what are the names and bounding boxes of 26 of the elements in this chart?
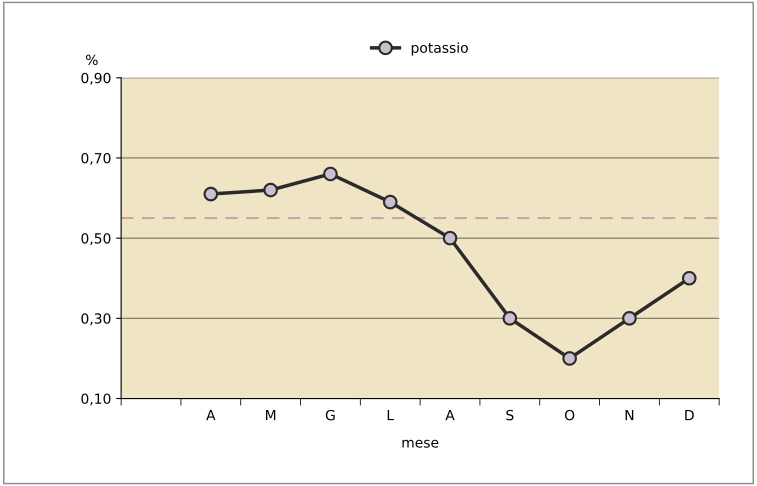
y-tick-label: 0,10 (81, 393, 110, 406)
point (442, 230, 458, 246)
point (323, 166, 338, 182)
x-tick-label: A (445, 410, 455, 420)
x-tick-label: D (685, 410, 694, 420)
x-tick-label: N (626, 410, 634, 420)
x-tick-label: G (326, 410, 335, 420)
point (562, 351, 577, 366)
y-tick-label: 0,30 (81, 313, 110, 326)
point (204, 186, 218, 202)
point (382, 194, 398, 210)
x-axis-title: mese (402, 440, 438, 448)
legend-label: potassio (412, 42, 468, 56)
x-tick-label: O (564, 410, 574, 420)
x-tick-label: S (506, 410, 514, 420)
point (263, 182, 278, 198)
point (502, 311, 518, 326)
point (622, 311, 637, 326)
x-tick-label: L (388, 410, 394, 420)
y-tick-label: 0,70 (81, 152, 110, 165)
y-tick-label: 0,90 (81, 72, 110, 85)
point (682, 270, 697, 286)
y-axis-title: % (86, 54, 98, 66)
y-tick-label: 0,50 (81, 233, 110, 246)
x-tick-label: M (266, 410, 276, 420)
x-tick-label: A (206, 410, 216, 420)
